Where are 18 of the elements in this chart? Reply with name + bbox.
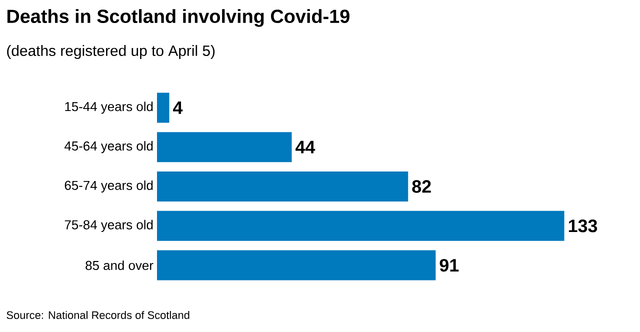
source-note: Source: National Records of Scotland [6,310,190,320]
bar [157,250,436,280]
chart-title: Deaths in Scotland involving Covid-19 [7,9,350,27]
y-tick-label: 65-74 years old [64,180,153,193]
bar [157,172,408,202]
y-tick-label: 15-44 years old [65,102,153,114]
data-label: 44 [296,140,316,154]
data-label: 91 [440,258,459,272]
data-label: 133 [568,220,598,232]
y-tick-label: 45-64 years old [64,141,153,154]
data-label: 82 [412,180,431,193]
data-label: 4 [173,102,183,114]
bar [157,132,292,162]
y-tick-label: 75-84 years old [64,220,153,232]
bar [157,92,170,123]
chart-subtitle: (deaths registered up to April 5) [7,45,215,59]
y-tick-label: 85 and over [86,260,154,270]
bar [157,210,564,241]
